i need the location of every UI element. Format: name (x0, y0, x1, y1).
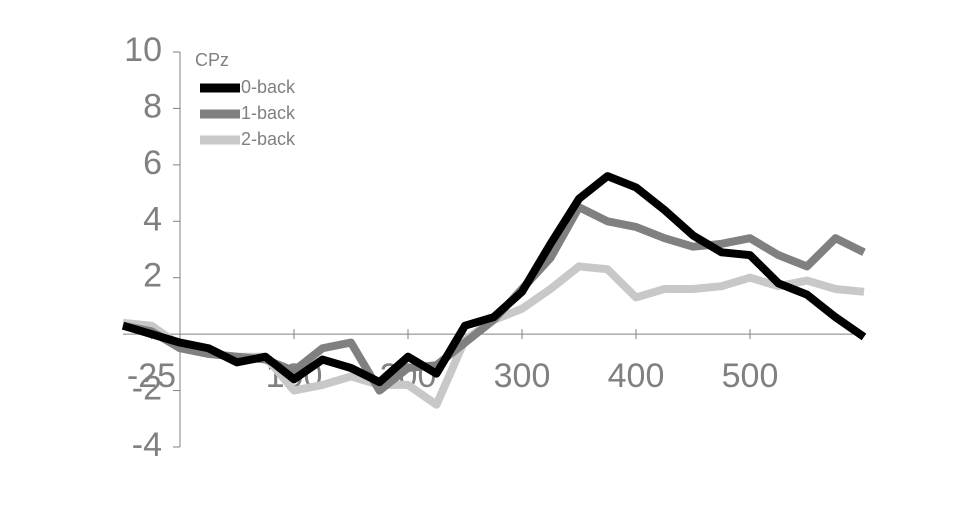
y-tick-label: 4 (143, 200, 162, 238)
x-tick-label: 300 (494, 357, 551, 395)
x-tick-label: 500 (722, 357, 779, 395)
y-tick-label: 2 (143, 257, 162, 295)
y-tick-label: 10 (124, 31, 162, 69)
y-tick-label: -2 (132, 370, 162, 408)
x-tick-label: 400 (608, 357, 665, 395)
y-tick-label: -4 (132, 426, 162, 464)
legend-label: 0-back (241, 77, 296, 97)
legend-label: 1-back (241, 103, 296, 123)
legend-label: 2-back (241, 129, 296, 149)
series-line (121, 172, 867, 387)
y-tick-label: 8 (143, 87, 162, 125)
legend-title: CPz (195, 50, 229, 70)
y-tick-label: 6 (143, 144, 162, 182)
x-tick-label: -25 (127, 357, 176, 395)
